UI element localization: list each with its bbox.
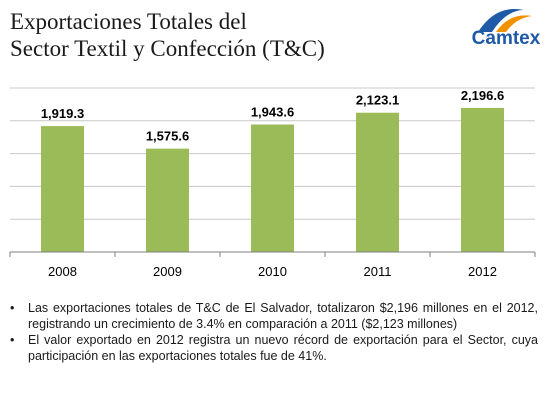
tick-label-2009: 2009	[153, 264, 182, 279]
chart-axis	[9, 251, 536, 257]
chart-svg: 1,919.3 1,575.6 1,943.6 2,123.1 2,196.6 2008…	[9, 87, 536, 279]
logo-swoosh-icon	[478, 8, 532, 32]
bullet-icon: •	[10, 301, 15, 315]
tick-label-2010: 2010	[258, 264, 287, 279]
data-label-2010: 1,943.6	[251, 104, 294, 119]
chart-data-labels: 1,919.3 1,575.6 1,943.6 2,123.1 2,196.6	[41, 88, 504, 144]
data-label-2011: 2,123.1	[356, 93, 399, 108]
data-label-2009: 1,575.6	[146, 129, 189, 144]
bar-2010	[251, 124, 294, 252]
title-line-1: Exportaciones Totales del	[10, 9, 247, 34]
tick-label-2011: 2011	[364, 264, 392, 279]
note-item: • Las exportaciones totales de T&C de El…	[8, 301, 538, 332]
bar-2008	[41, 126, 84, 252]
logo-text: Camtex	[471, 28, 541, 49]
tick-label-2012: 2012	[468, 264, 497, 279]
note-text: El valor exportado en 2012 registra un n…	[28, 333, 538, 363]
note-text: Las exportaciones totales de T&C de El S…	[28, 301, 538, 331]
bar-2009	[146, 148, 189, 252]
note-item: • El valor exportado en 2012 registra un…	[8, 333, 538, 364]
data-label-2012: 2,196.6	[461, 88, 504, 103]
tick-label-2008: 2008	[48, 264, 77, 279]
bar-chart: 1,919.3 1,575.6 1,943.6 2,123.1 2,196.6 2008…	[0, 84, 550, 294]
chart-tick-labels: 2008 2009 2010 2011 2012	[48, 264, 497, 279]
title-line-2: Sector Textil y Confección (T&C)	[10, 36, 325, 61]
chart-bars	[41, 107, 504, 252]
slide-title: Exportaciones Totales del Sector Textil …	[10, 8, 410, 62]
bar-2012	[461, 107, 504, 252]
data-label-2008: 1,919.3	[41, 106, 84, 121]
bar-2011	[356, 112, 399, 252]
bullet-icon: •	[10, 333, 15, 347]
camtex-logo: Camtex	[466, 2, 546, 50]
notes-list: • Las exportaciones totales de T&C de El…	[8, 301, 538, 365]
